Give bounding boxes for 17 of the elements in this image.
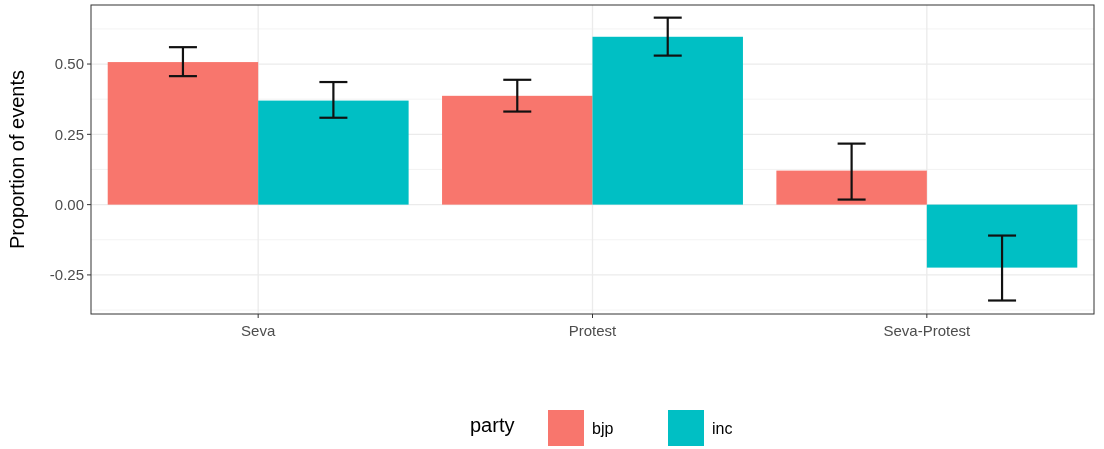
bar [776, 170, 927, 205]
bar [926, 204, 1078, 268]
y-tick-label: 0.50 [54, 55, 84, 73]
y-axis-title: Proportion of events [6, 70, 28, 249]
legend-title: party [470, 414, 515, 436]
bar [258, 100, 409, 205]
bar [442, 95, 593, 205]
bar [592, 36, 743, 205]
legend-label: bjp [592, 419, 614, 437]
legend-label: inc [712, 419, 733, 437]
y-tick-label: -0.25 [49, 266, 84, 284]
y-tick-label: 0.25 [54, 125, 84, 143]
x-tick-label: Seva [241, 322, 276, 339]
y-tick-label: 0.00 [54, 195, 84, 213]
bar [107, 62, 259, 205]
x-tick-label: Seva-Protest [883, 322, 972, 339]
x-tick-label: Protest [568, 322, 618, 339]
